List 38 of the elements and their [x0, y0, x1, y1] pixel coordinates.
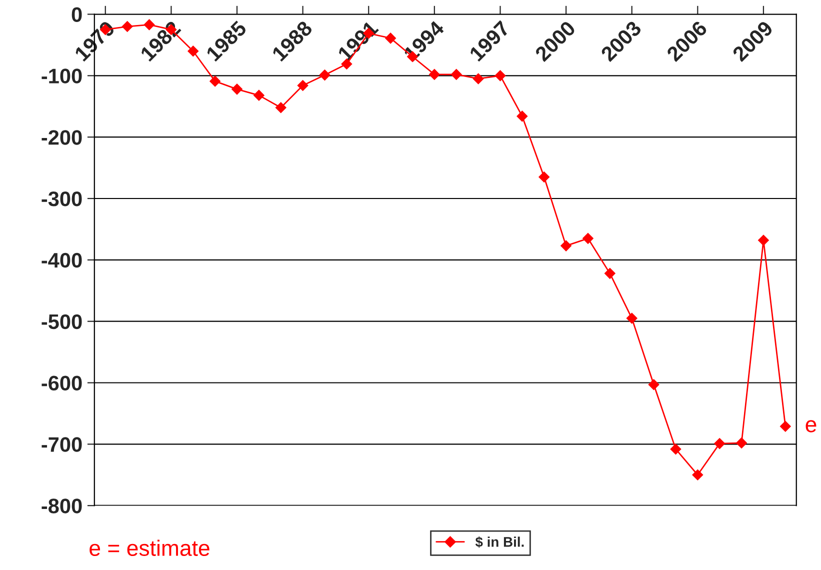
- point: [714, 438, 726, 449]
- point: [670, 444, 682, 455]
- text: e = estimate: [90, 540, 210, 556]
- y-tick-label: -600: [42, 376, 82, 391]
- point: [582, 232, 594, 244]
- point: [385, 32, 396, 44]
- point: [736, 438, 747, 448]
- point: [780, 420, 791, 432]
- point: [232, 84, 242, 95]
- point: [626, 312, 638, 324]
- y-tick-label: -400: [42, 252, 82, 268]
- point: [297, 80, 308, 91]
- point: [472, 73, 484, 84]
- point: [560, 240, 572, 252]
- annotation: e: [806, 420, 816, 432]
- point: [188, 46, 199, 57]
- y-tick-label: -100: [42, 68, 82, 84]
- point: [275, 102, 286, 114]
- point: [494, 70, 506, 82]
- point: [692, 469, 704, 480]
- point: [648, 379, 660, 390]
- y-tick-label: -700: [42, 437, 82, 452]
- point: [538, 172, 550, 182]
- point: [122, 21, 133, 32]
- y-tick-label: 0: [72, 7, 82, 22]
- y-tick-label: -800: [42, 498, 82, 514]
- y-tick-label: -300: [42, 192, 82, 206]
- point: [428, 69, 440, 80]
- point: [254, 90, 264, 101]
- point: [450, 69, 462, 80]
- y-tick-label: -500: [42, 314, 82, 330]
- point: [758, 234, 769, 246]
- y-tick-label: -200: [42, 130, 82, 145]
- point: [319, 70, 330, 80]
- point: [516, 110, 528, 122]
- point: [210, 76, 220, 87]
- legend-label: $ in Bil.: [475, 536, 524, 548]
- point: [604, 268, 616, 279]
